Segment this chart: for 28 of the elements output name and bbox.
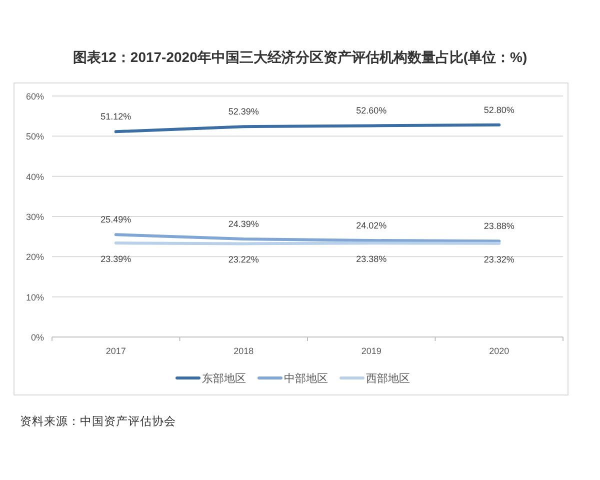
ytick: 40% — [26, 172, 44, 182]
xtick: 2017 — [106, 346, 126, 356]
ytick: 50% — [26, 132, 44, 142]
data-label: 25.49% — [100, 214, 132, 225]
ytick: 20% — [26, 252, 44, 262]
data-label: 24.02% — [356, 220, 387, 231]
legend-label: 中部地区 — [284, 373, 328, 385]
data-label: 23.22% — [228, 254, 259, 265]
ytick: 0% — [30, 332, 44, 342]
ytick: 30% — [26, 212, 44, 222]
data-label: 23.88% — [484, 221, 514, 232]
ytick: 10% — [26, 292, 44, 302]
data-label: 24.39% — [228, 219, 259, 230]
xtick: 2018 — [234, 346, 254, 356]
data-label: 51.12% — [100, 112, 132, 122]
data-label: 52.39% — [228, 106, 259, 117]
title: 图表12：2017-2020年中国三大经济分区资产评估机构数量占比(单位：%) — [72, 49, 528, 65]
xtick: 2020 — [489, 346, 510, 356]
data-label: 52.60% — [356, 106, 387, 116]
data-label: 52.80% — [484, 104, 514, 115]
legend-label: 东部地区 — [202, 373, 246, 385]
legend-label: 西部地区 — [366, 373, 410, 385]
data-label: 23.38% — [356, 254, 387, 264]
annotation: 资料来源：中国资产评估协会 — [20, 416, 176, 428]
ytick: 60% — [26, 92, 44, 102]
data-label: 23.39% — [100, 254, 132, 264]
xtick: 2019 — [361, 346, 382, 356]
data-label: 23.32% — [484, 254, 514, 264]
